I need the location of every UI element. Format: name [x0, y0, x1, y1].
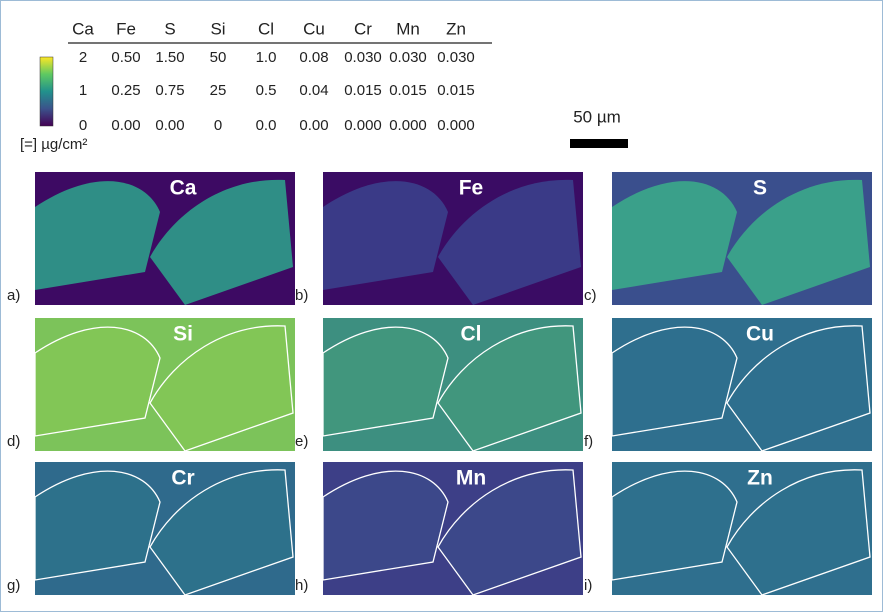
table-cell: 0.030 [344, 49, 382, 66]
table-cell: 50 [210, 49, 227, 66]
table-cell: 0.25 [111, 82, 140, 99]
table-cell: 0.015 [389, 82, 427, 99]
table-cell: 0 [214, 117, 222, 134]
table-header: Fe [116, 19, 136, 38]
panel-label: c) [584, 287, 597, 304]
panel-element: Cr [171, 467, 194, 490]
table-cell: 25 [210, 82, 227, 99]
table-cell: 0 [79, 117, 87, 134]
table-cell: 0.0 [256, 117, 277, 134]
table-cell: 0.75 [155, 82, 184, 99]
table-cell: 0.08 [299, 49, 328, 66]
table-cell: 0.015 [344, 82, 382, 99]
page: {"legend_table": {"headers": ["Ca", "Fe"… [0, 0, 883, 612]
table-cell: 0.030 [389, 49, 427, 66]
table-header: Zn [446, 19, 466, 38]
panel-element: Cu [746, 323, 774, 346]
table-header: Ca [72, 19, 94, 38]
table-cell: 0.5 [256, 82, 277, 99]
panel-label: e) [295, 433, 308, 450]
table-header: S [164, 19, 175, 38]
scale-bar [570, 139, 628, 148]
panel-element: Cl [461, 323, 482, 346]
panel-label: g) [7, 577, 20, 594]
map-panel: Sc) [584, 172, 872, 305]
table-cell: 1.0 [256, 49, 277, 66]
panel-element: Fe [459, 177, 484, 200]
figure: [=] µg/cm² 50 µm CaFeSSiClCuCrMnZn20.501… [0, 0, 883, 612]
table-cell: 0.000 [389, 117, 427, 134]
map-panel: Ca a) [7, 172, 295, 305]
unit-label: [=] µg/cm² [20, 136, 87, 153]
table-cell: 0.04 [299, 82, 328, 99]
table-cell: 0.00 [155, 117, 184, 134]
panel-label: d) [7, 433, 20, 450]
map-panel: Cu f) [584, 318, 872, 451]
scale-bar-label: 50 µm [573, 107, 621, 126]
table-header: Si [210, 19, 225, 38]
map-panel: Cr g) [7, 462, 295, 595]
table-cell: 0.50 [111, 49, 140, 66]
table-header: Cl [258, 19, 274, 38]
map-panel: Fe b) [295, 172, 583, 305]
panel-label: b) [295, 287, 308, 304]
panel-label: h) [295, 577, 308, 594]
table-header: Mn [396, 19, 420, 38]
table-cell: 0.00 [111, 117, 140, 134]
table-cell: 0.030 [437, 49, 475, 66]
panel-element: Zn [747, 467, 773, 490]
map-panel: Mn h) [295, 462, 583, 595]
map-panel: Zn i) [584, 462, 872, 595]
table-cell: 0.00 [299, 117, 328, 134]
panel-element: Ca [170, 177, 197, 200]
panel-label: f) [584, 433, 593, 450]
panel-element: Si [173, 323, 193, 346]
table-cell: 1.50 [155, 49, 184, 66]
panel-element: Mn [456, 467, 486, 490]
table-cell: 0.015 [437, 82, 475, 99]
table-cell: 2 [79, 49, 87, 66]
table-header: Cr [354, 19, 372, 38]
table-cell: 0.000 [344, 117, 382, 134]
panel-label: i) [584, 577, 592, 594]
table-cell: 1 [79, 82, 87, 99]
colorbar [40, 57, 53, 126]
table-header: Cu [303, 19, 325, 38]
panel-label: a) [7, 287, 20, 304]
map-panel: Si d) [7, 318, 295, 451]
table-cell: 0.000 [437, 117, 475, 134]
panel-element: S [753, 177, 767, 200]
map-panel: Cl e) [295, 318, 583, 451]
